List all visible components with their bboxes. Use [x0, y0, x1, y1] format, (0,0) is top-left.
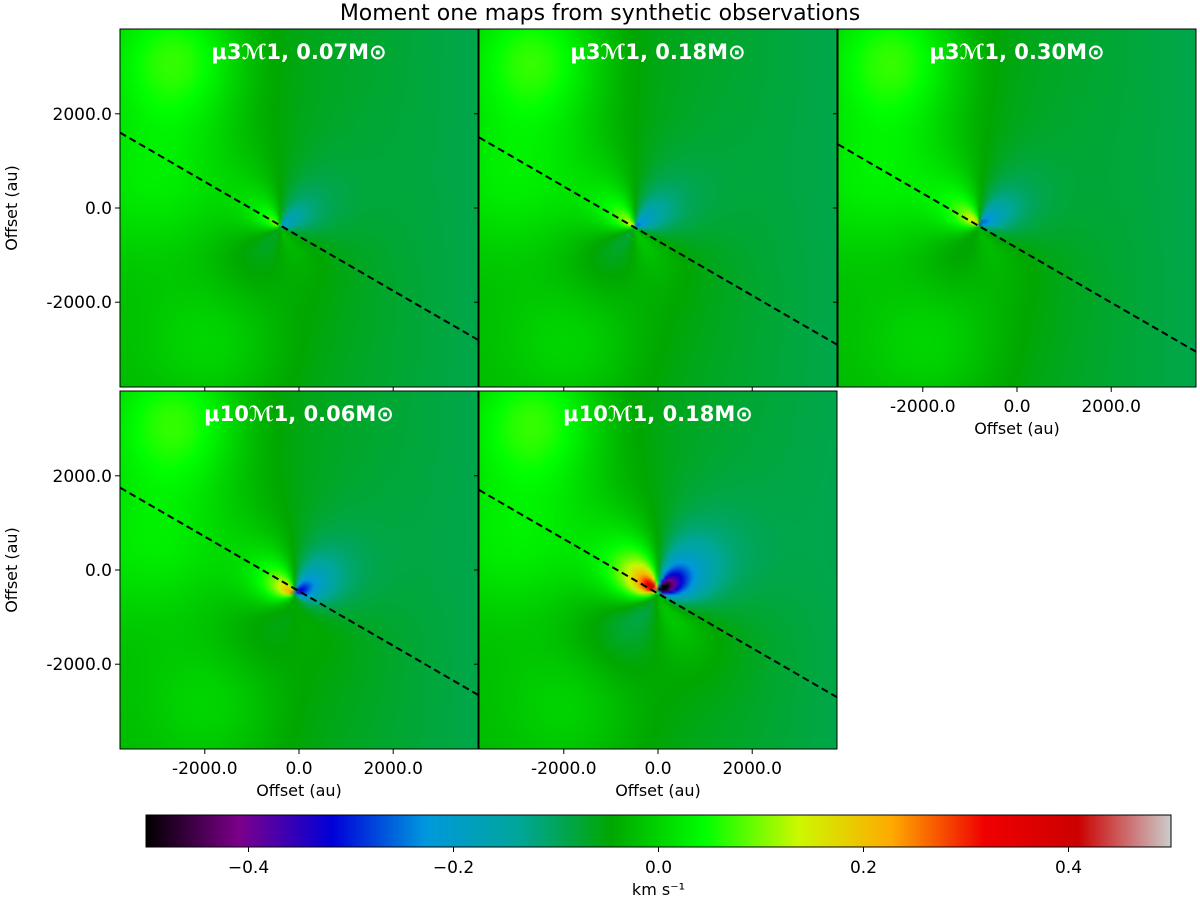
ytick-label: 0.0 [85, 561, 112, 581]
panel-title-p4: μ10ℳ1, 0.06M⊙ [204, 402, 394, 426]
cut-line-p1 [119, 131, 479, 341]
xtick-label: 0.0 [1003, 397, 1030, 417]
cut-line-p2 [478, 136, 838, 346]
colorbar-tick-label: −0.2 [433, 858, 474, 878]
ylabel-p1: Offset (au) [2, 165, 21, 251]
velocity-map-p2 [479, 29, 837, 387]
xtick-label: 2000.0 [363, 759, 422, 779]
panel-title-p3: μ3ℳ1, 0.30M⊙ [929, 40, 1104, 64]
ytick-label: 2000.0 [53, 467, 112, 487]
cut-line-p3 [837, 143, 1197, 353]
colorbar-tick-label: −0.4 [228, 858, 269, 878]
panel-p1: μ3ℳ1, 0.07M⊙ -2000.0 0.0 2000.0 Offset (au) [2, 28, 479, 392]
xtick-label: 0.0 [285, 759, 312, 779]
velocity-map-p5 [479, 391, 837, 749]
colorbar-tick-label: 0.4 [1055, 858, 1082, 878]
ytick-label: -2000.0 [46, 655, 112, 675]
velocity-map-p1 [120, 29, 478, 387]
xtick-label: -2000.0 [531, 759, 597, 779]
ytick-label: -2000.0 [46, 293, 112, 313]
panel-p3: μ3ℳ1, 0.30M⊙ -2000.0 0.0 2000.0 Offset (au) [833, 28, 1197, 438]
ylabel-p4: Offset (au) [2, 527, 21, 613]
colorbar-label: km s⁻¹ [632, 880, 685, 897]
panel-title-p5: μ10ℳ1, 0.18M⊙ [563, 402, 753, 426]
cut-line-p5 [478, 489, 838, 699]
panel-p2: μ3ℳ1, 0.18M⊙ [474, 28, 838, 392]
velocity-map-p3 [838, 29, 1196, 387]
xtick-label: 2000.0 [722, 759, 781, 779]
colorbar-tick-label: 0.0 [645, 858, 672, 878]
figure-title: Moment one maps from synthetic observati… [340, 1, 860, 26]
colorbar: −0.4 −0.2 0.0 0.2 0.4 km s⁻¹ [145, 814, 1172, 897]
panel-title-p1: μ3ℳ1, 0.07M⊙ [211, 40, 386, 64]
xtick-label: -2000.0 [172, 759, 238, 779]
colorbar-bar [145, 814, 1172, 848]
xlabel-p5: Offset (au) [615, 781, 701, 800]
xlabel-p3: Offset (au) [974, 419, 1060, 438]
ytick-label: 0.0 [85, 199, 112, 219]
colorbar-tick-label: 0.2 [850, 858, 877, 878]
panel-title-p2: μ3ℳ1, 0.18M⊙ [570, 40, 745, 64]
panel-p4: μ10ℳ1, 0.06M⊙ -2000.0 0.0 2000.0 Offset (au)… [2, 390, 479, 800]
xtick-label: -2000.0 [890, 397, 956, 417]
velocity-map-p4 [120, 391, 478, 749]
xtick-label: 2000.0 [1081, 397, 1140, 417]
ytick-label: 2000.0 [53, 105, 112, 125]
xlabel-p4: Offset (au) [256, 781, 342, 800]
xtick-label: 0.0 [644, 759, 671, 779]
panel-p5: μ10ℳ1, 0.18M⊙ -2000.0 0.0 2000.0 Offset (au) [474, 390, 838, 800]
cut-line-p4 [119, 486, 479, 696]
